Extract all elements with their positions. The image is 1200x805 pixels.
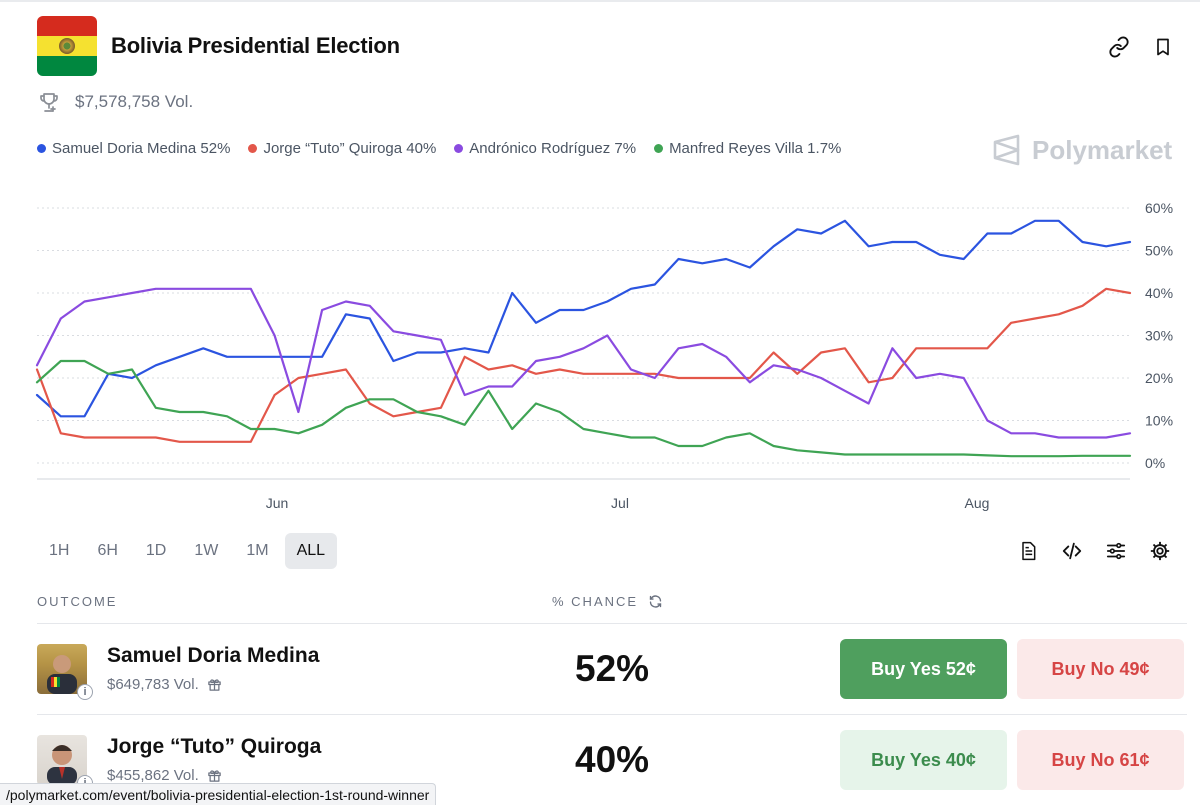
candidate-name[interactable]: Samuel Doria Medina (107, 644, 320, 667)
polymarket-watermark: Polymarket (992, 134, 1172, 166)
x-tick-label: Aug (965, 495, 990, 511)
divider (37, 623, 1187, 624)
polymarket-logo-icon (993, 134, 1020, 166)
price-history-chart[interactable]: 60% 50% 40% 30% 20% 10% 0% Jun Jul Aug (0, 190, 1200, 520)
chance-column-header: % CHANCE (552, 594, 663, 609)
status-bar-url: /polymarket.com/event/bolivia-presidenti… (0, 783, 437, 805)
range-1w-button[interactable]: 1W (194, 542, 219, 559)
buy-yes-button[interactable]: Buy Yes 40¢ (840, 730, 1007, 790)
range-1h-button[interactable]: 1H (49, 542, 70, 559)
series-line-manfred-reyes-villa (35, 359, 1132, 458)
total-volume: $7,578,758 Vol. (75, 92, 194, 111)
candidate-name[interactable]: Jorge “Tuto” Quiroga (107, 735, 322, 758)
x-tick-label: Jul (611, 495, 629, 511)
divider (37, 714, 1187, 715)
outcome-row[interactable]: i Samuel Doria Medina $649,783 Vol. 52% … (37, 624, 1187, 714)
candidate-volume: $455,862 Vol. (107, 767, 222, 784)
chart-tools (1014, 537, 1190, 565)
info-icon[interactable]: i (77, 684, 93, 700)
bolivia-flag-icon (37, 16, 97, 76)
outcome-column-header: OUTCOME (37, 594, 118, 609)
brand-name: Polymarket (1032, 134, 1173, 165)
chart-legend: Samuel Doria Medina 52% Jorge “Tuto” Qui… (37, 140, 859, 157)
x-tick-label: Jun (266, 495, 289, 511)
series-line-samuel-doria-medina (35, 219, 1132, 418)
top-border (0, 0, 1200, 2)
y-tick-label: 20% (1145, 370, 1173, 386)
series-line-andr-nico-rodr-guez (35, 287, 1132, 439)
legend-item: Samuel Doria Medina 52% (37, 140, 230, 157)
candidate-volume: $649,783 Vol. (107, 676, 222, 693)
time-range-selector: 1H 6H 1D 1W 1M ALL (37, 533, 341, 569)
y-tick-label: 30% (1145, 328, 1173, 344)
range-6h-button[interactable]: 6H (97, 542, 118, 559)
range-all-button[interactable]: ALL (284, 533, 338, 569)
outcomes-table-header: OUTCOME % CHANCE (37, 594, 1187, 610)
code-icon[interactable] (1058, 537, 1086, 565)
market-header: Bolivia Presidential Election (37, 16, 1187, 78)
buy-yes-button[interactable]: Buy Yes 52¢ (840, 639, 1007, 699)
y-tick-label: 0% (1145, 455, 1165, 471)
candidate-avatar (37, 644, 87, 694)
outcome-row[interactable]: i Jorge “Tuto” Quiroga $455,862 Vol. 40%… (37, 715, 1187, 805)
sliders-icon[interactable] (1102, 537, 1130, 565)
range-1m-button[interactable]: 1M (246, 542, 269, 559)
y-tick-label: 40% (1145, 285, 1173, 301)
legend-item: Jorge “Tuto” Quiroga 40% (248, 140, 436, 157)
y-tick-label: 10% (1145, 413, 1173, 429)
range-1d-button[interactable]: 1D (145, 542, 167, 559)
market-title: Bolivia Presidential Election (111, 33, 400, 58)
gear-icon[interactable] (1146, 537, 1174, 565)
chance-value: 40% (575, 739, 650, 780)
bookmark-icon[interactable] (1149, 33, 1177, 61)
series-line-jorge-tuto-quiroga (35, 287, 1132, 443)
trophy-icon (40, 93, 58, 112)
y-tick-label: 60% (1145, 200, 1173, 216)
legend-item: Andrónico Rodríguez 7% (454, 140, 636, 157)
gift-icon[interactable] (207, 768, 222, 783)
candidate-avatar (37, 735, 87, 785)
refresh-icon[interactable] (648, 594, 663, 609)
y-tick-label: 50% (1145, 243, 1173, 259)
volume-row: $7,578,758 Vol. (37, 90, 193, 114)
buy-no-button[interactable]: Buy No 61¢ (1017, 730, 1184, 790)
legend-item: Manfred Reyes Villa 1.7% (654, 140, 841, 157)
copy-link-icon[interactable] (1105, 33, 1133, 61)
chance-value: 52% (575, 648, 650, 689)
document-icon[interactable] (1014, 537, 1042, 565)
buy-no-button[interactable]: Buy No 49¢ (1017, 639, 1184, 699)
gift-icon[interactable] (207, 677, 222, 692)
